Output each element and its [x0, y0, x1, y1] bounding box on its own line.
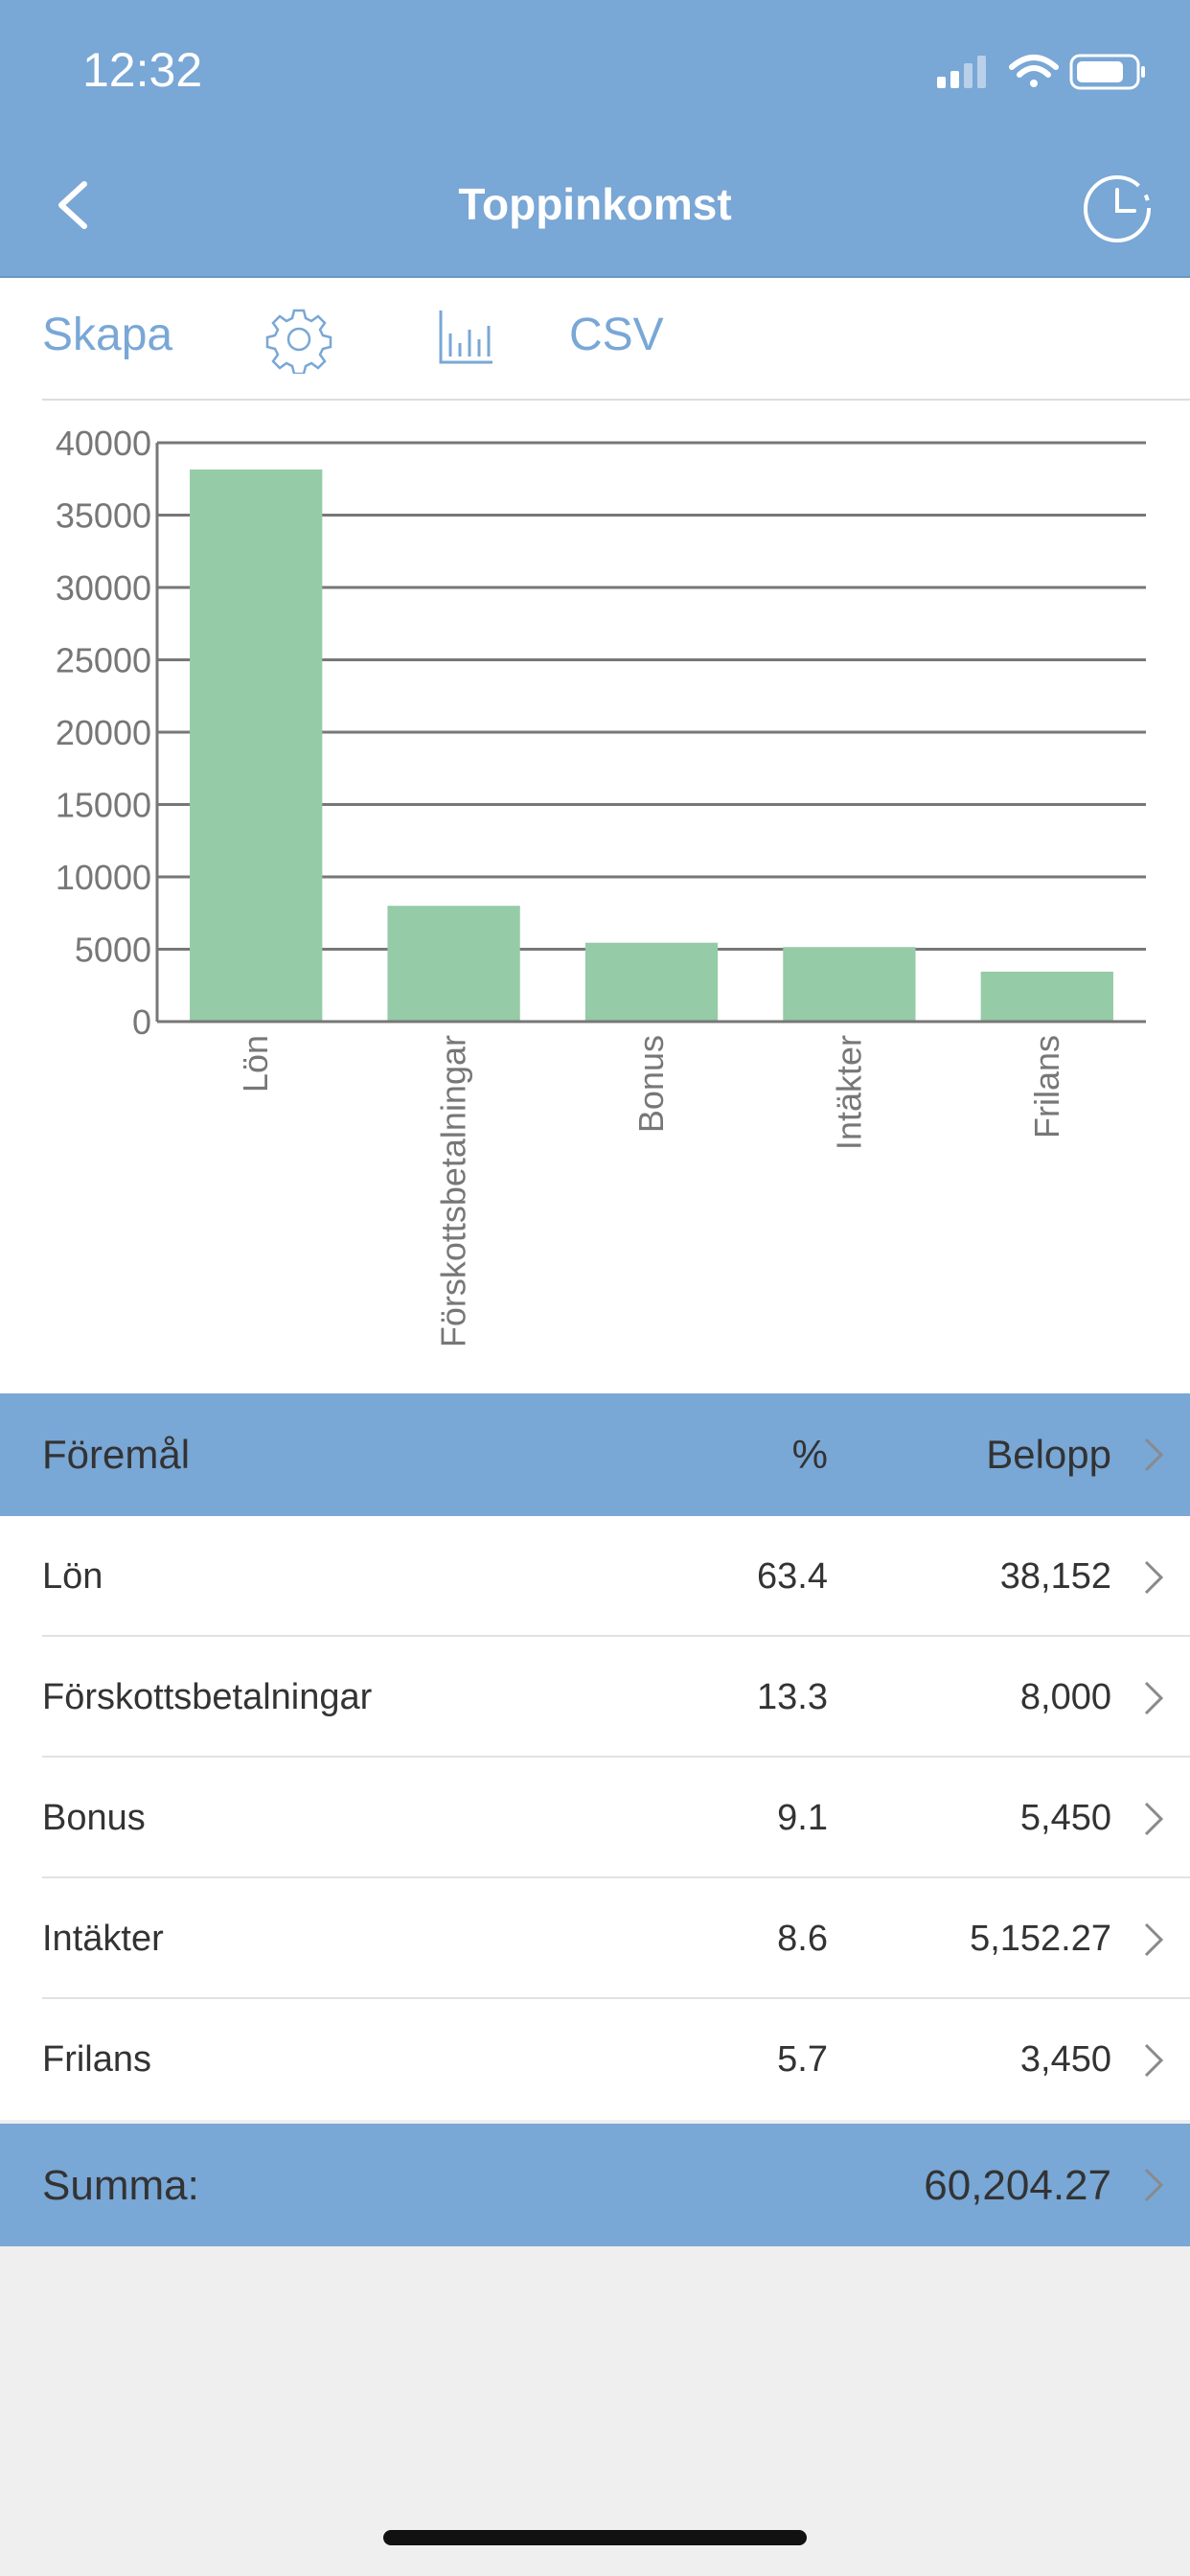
y-tick-label: 20000: [56, 713, 151, 752]
chevron-right-icon[interactable]: [1138, 2166, 1169, 2204]
chart-svg: 0 5000 10000 15000 20000 25000 30000 35000 40000…: [56, 424, 1146, 1347]
table-row[interactable]: Frilans 5.7 3,450: [0, 1999, 1190, 2120]
column-header-item: Föremål: [42, 1432, 191, 1477]
row-percent: 13.3: [757, 1677, 828, 1717]
row-amount: 5,450: [1019, 1798, 1111, 1838]
total-value: 60,204.27: [924, 2162, 1111, 2209]
bar: [387, 906, 520, 1022]
toolbar: Skapa CSV: [0, 278, 1190, 401]
battery-icon: [1069, 54, 1145, 90]
row-divider: [42, 1997, 1190, 1999]
x-tick-label: Frilans: [1027, 1035, 1066, 1138]
y-tick-label: 15000: [56, 786, 151, 825]
y-tick-label: 25000: [56, 641, 151, 680]
x-tick-label: Lön: [236, 1035, 275, 1092]
x-tick-label: Förskottsbetalningar: [434, 1035, 473, 1347]
row-percent: 63.4: [757, 1556, 828, 1597]
status-icons: [937, 54, 1145, 90]
clock-icon[interactable]: [1081, 172, 1154, 245]
row-percent: 5.7: [777, 2039, 828, 2080]
y-tick-label: 10000: [56, 858, 151, 897]
csv-export-button[interactable]: CSV: [569, 310, 664, 360]
row-divider: [42, 1756, 1190, 1758]
row-amount: 5,152.27: [970, 1919, 1111, 1959]
table-header: Föremål % Belopp: [0, 1393, 1190, 1516]
chevron-right-icon[interactable]: [1138, 1679, 1169, 1717]
row-name: Intäkter: [42, 1919, 164, 1959]
bar: [783, 947, 916, 1022]
x-tick-label: Bonus: [631, 1035, 671, 1133]
y-tick-label: 40000: [56, 424, 151, 463]
nav-header: 12:32 Toppinkomst: [0, 0, 1190, 278]
table-row[interactable]: Förskottsbetalningar 13.3 8,000: [0, 1637, 1190, 1758]
chevron-right-icon[interactable]: [1138, 1800, 1169, 1838]
table-row[interactable]: Lön 63.4 38,152: [0, 1516, 1190, 1637]
signal-icon: [937, 56, 986, 88]
income-bar-chart: 0 5000 10000 15000 20000 25000 30000 35000 40000…: [0, 401, 1190, 1393]
row-name: Lön: [42, 1556, 103, 1597]
bar: [584, 942, 719, 1022]
table-row[interactable]: Bonus 9.1 5,450: [0, 1758, 1190, 1878]
table-row[interactable]: Intäkter 8.6 5,152.27: [0, 1878, 1190, 1999]
home-indicator[interactable]: [383, 2530, 807, 2545]
chevron-right-icon[interactable]: [1138, 1920, 1169, 1959]
page-title: Toppinkomst: [458, 179, 732, 229]
bar: [980, 971, 1113, 1022]
gear-icon[interactable]: [264, 305, 333, 374]
x-tick-label: Intäkter: [829, 1035, 868, 1150]
row-divider: [42, 1876, 1190, 1878]
chevron-right-icon[interactable]: [1138, 1436, 1169, 1474]
row-name: Frilans: [42, 2039, 152, 2080]
row-name: Förskottsbetalningar: [42, 1677, 373, 1717]
income-table: Lön 63.4 38,152 Förskottsbetalningar 13.…: [0, 1516, 1190, 2120]
y-tick-label: 0: [132, 1002, 151, 1042]
y-tick-label: 30000: [56, 568, 151, 608]
row-percent: 8.6: [777, 1919, 828, 1959]
row-percent: 9.1: [777, 1798, 828, 1838]
row-amount: 8,000: [1019, 1677, 1111, 1717]
row-name: Bonus: [42, 1798, 146, 1838]
total-label: Summa:: [42, 2162, 199, 2209]
chevron-right-icon[interactable]: [1138, 1558, 1169, 1597]
back-icon[interactable]: [50, 178, 98, 232]
bar: [190, 469, 323, 1022]
column-header-amount: Belopp: [986, 1432, 1111, 1477]
y-tick-label: 5000: [75, 931, 151, 970]
row-amount: 38,152: [999, 1556, 1111, 1597]
toolbar-divider: [42, 399, 1190, 401]
bar-chart-icon[interactable]: [437, 307, 494, 368]
total-row[interactable]: Summa: 60,204.27: [0, 2124, 1190, 2246]
column-header-percent: %: [791, 1432, 828, 1477]
chevron-right-icon[interactable]: [1138, 2041, 1169, 2080]
y-tick-label: 35000: [56, 496, 151, 536]
status-time: 12:32: [82, 43, 203, 97]
create-button[interactable]: Skapa: [42, 310, 173, 360]
row-divider: [42, 1635, 1190, 1637]
row-amount: 3,450: [1019, 2039, 1111, 2080]
wifi-icon: [1009, 55, 1059, 87]
